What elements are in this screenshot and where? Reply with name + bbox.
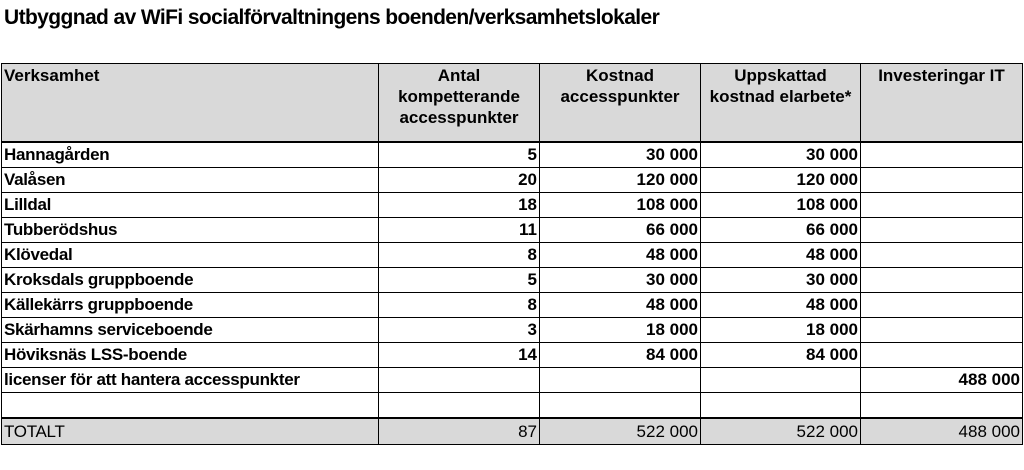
cell-kostnad-elarbete: 66 000 <box>700 217 861 243</box>
cell-kostnad-elarbete: 84 000 <box>700 342 861 368</box>
cell-antal: 8 <box>378 242 540 268</box>
cell-kostnad-accesspunkter: 30 000 <box>539 141 701 168</box>
cell-kostnad-elarbete: 120 000 <box>700 167 861 193</box>
table-row: Klövedal 8 48 000 48 000 <box>1 242 1023 268</box>
row-label: Hannagården <box>1 141 379 168</box>
total-kostnad-accesspunkter: 522 000 <box>539 417 701 445</box>
cell-kostnad-accesspunkter: 48 000 <box>539 292 701 318</box>
cell-investeringar-it <box>860 292 1023 318</box>
cell-kostnad-elarbete <box>700 367 861 393</box>
row-label: licenser för att hantera accesspunkter <box>1 367 379 393</box>
total-row: TOTALT 87 522 000 522 000 488 000 <box>1 417 1023 445</box>
table-row: Tubberödshus 11 66 000 66 000 <box>1 217 1023 243</box>
cell-investeringar-it <box>860 317 1023 343</box>
cell-kostnad-accesspunkter: 48 000 <box>539 242 701 268</box>
table-row: Valåsen 20 120 000 120 000 <box>1 167 1023 193</box>
column-header-kostnad-accesspunkter: Kostnad accesspunkter <box>539 63 701 143</box>
total-investeringar-it: 488 000 <box>860 417 1023 445</box>
row-label: Klövedal <box>1 242 379 268</box>
cell-kostnad-elarbete: 108 000 <box>700 192 861 218</box>
row-label: Kroksdals gruppboende <box>1 267 379 293</box>
row-label: Lilldal <box>1 192 379 218</box>
table-row-empty <box>1 392 1023 419</box>
row-label: Valåsen <box>1 167 379 193</box>
table-row: Höviksnäs LSS-boende 14 84 000 84 000 <box>1 342 1023 368</box>
cell-kostnad-accesspunkter: 30 000 <box>539 267 701 293</box>
cell-investeringar-it <box>860 392 1023 419</box>
total-antal: 87 <box>378 417 540 445</box>
cell-investeringar-it: 488 000 <box>860 367 1023 393</box>
row-label: Höviksnäs LSS-boende <box>1 342 379 368</box>
table-row: Kroksdals gruppboende 5 30 000 30 000 <box>1 267 1023 293</box>
row-label <box>1 392 379 419</box>
cell-antal: 3 <box>378 317 540 343</box>
column-header-investeringar-it: Investeringar IT <box>860 63 1023 143</box>
cell-investeringar-it <box>860 167 1023 193</box>
cell-investeringar-it <box>860 192 1023 218</box>
table-row: Skärhamns serviceboende 3 18 000 18 000 <box>1 317 1023 343</box>
row-label: Källekärrs gruppboende <box>1 292 379 318</box>
cell-kostnad-accesspunkter <box>539 367 701 393</box>
cell-antal: 11 <box>378 217 540 243</box>
cell-investeringar-it <box>860 267 1023 293</box>
cell-kostnad-elarbete: 48 000 <box>700 292 861 318</box>
cell-investeringar-it <box>860 242 1023 268</box>
page-title: Utbyggnad av WiFi socialförvaltningens b… <box>4 6 660 29</box>
cell-kostnad-accesspunkter: 66 000 <box>539 217 701 243</box>
cell-antal <box>378 367 540 393</box>
cell-kostnad-elarbete: 30 000 <box>700 267 861 293</box>
column-header-verksamhet: Verksamhet <box>1 63 379 143</box>
cell-kostnad-accesspunkter: 108 000 <box>539 192 701 218</box>
cell-antal: 8 <box>378 292 540 318</box>
table-row: Hannagården 5 30 000 30 000 <box>1 141 1023 168</box>
total-kostnad-elarbete: 522 000 <box>700 417 861 445</box>
cell-kostnad-accesspunkter: 120 000 <box>539 167 701 193</box>
row-label: Skärhamns serviceboende <box>1 317 379 343</box>
column-header-kostnad-elarbete: Uppskattad kostnad elarbete* <box>700 63 861 143</box>
total-label: TOTALT <box>1 417 379 445</box>
cell-kostnad-accesspunkter: 18 000 <box>539 317 701 343</box>
table-header-row: Verksamhet Antal kompetterande accesspun… <box>1 63 1023 143</box>
cell-investeringar-it <box>860 342 1023 368</box>
table-row: licenser för att hantera accesspunkter 4… <box>1 367 1023 393</box>
cell-investeringar-it <box>860 217 1023 243</box>
cell-kostnad-elarbete: 30 000 <box>700 141 861 168</box>
cell-antal: 20 <box>378 167 540 193</box>
cell-antal: 14 <box>378 342 540 368</box>
cell-kostnad-elarbete <box>700 392 861 419</box>
cell-antal <box>378 392 540 419</box>
cell-investeringar-it <box>860 141 1023 168</box>
table-row: Lilldal 18 108 000 108 000 <box>1 192 1023 218</box>
wifi-cost-table: Verksamhet Antal kompetterande accesspun… <box>1 63 1023 445</box>
cell-antal: 18 <box>378 192 540 218</box>
cell-kostnad-elarbete: 48 000 <box>700 242 861 268</box>
cell-kostnad-accesspunkter: 84 000 <box>539 342 701 368</box>
cell-antal: 5 <box>378 267 540 293</box>
table-row: Källekärrs gruppboende 8 48 000 48 000 <box>1 292 1023 318</box>
cell-antal: 5 <box>378 141 540 168</box>
cell-kostnad-elarbete: 18 000 <box>700 317 861 343</box>
row-label: Tubberödshus <box>1 217 379 243</box>
cell-kostnad-accesspunkter <box>539 392 701 419</box>
column-header-antal-accesspunkter: Antal kompetterande accesspunkter <box>378 63 540 143</box>
